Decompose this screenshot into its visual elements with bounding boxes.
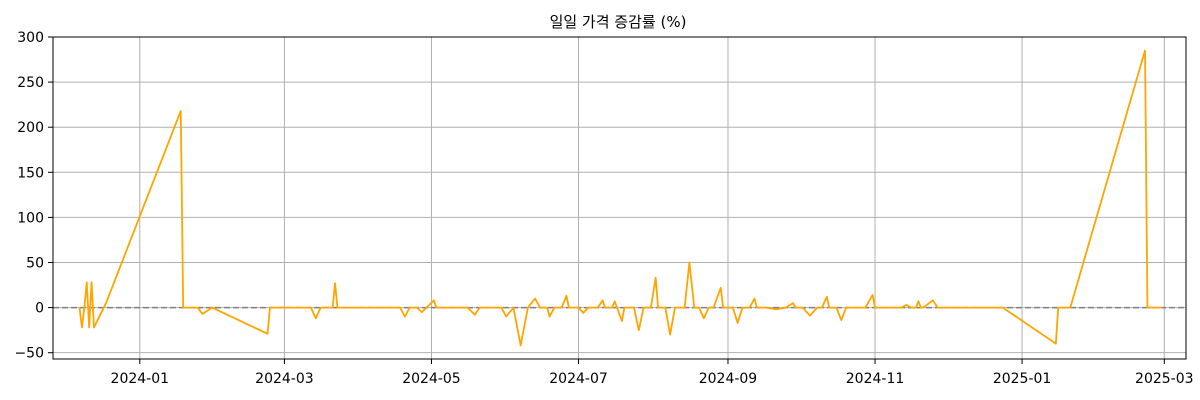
x-tick-label: 2024-01: [111, 371, 170, 387]
y-tick-label: 250: [17, 75, 44, 91]
y-tick-label: 100: [17, 210, 44, 226]
y-tick-label: 200: [17, 120, 44, 136]
y-tick-label: 300: [17, 30, 44, 46]
y-tick-label: −50: [14, 346, 44, 362]
series-line: [78, 49, 1162, 347]
series-layer: [78, 49, 1162, 347]
y-tick-label: 0: [35, 301, 44, 317]
chart-title: 일일 가격 증감률 (%): [550, 13, 687, 31]
x-tick-label: 2025-03: [1135, 371, 1194, 387]
plot-frame: [52, 36, 1187, 360]
tick-layer: −50 0 50 100 150 200 250 300 2024-01 2024-03 2024-…: [14, 30, 1193, 387]
y-tick-label: 150: [17, 165, 44, 181]
x-tick-label: 2024-07: [549, 371, 608, 387]
x-tick-label: 2024-03: [255, 371, 314, 387]
x-tick-label: 2024-09: [699, 371, 758, 387]
x-tick-label: 2024-05: [402, 371, 461, 387]
x-tick-label: 2024-11: [846, 371, 905, 387]
grid-layer: [53, 36, 1186, 359]
y-tick-label: 50: [26, 255, 44, 271]
x-tick-label: 2025-01: [993, 371, 1052, 387]
